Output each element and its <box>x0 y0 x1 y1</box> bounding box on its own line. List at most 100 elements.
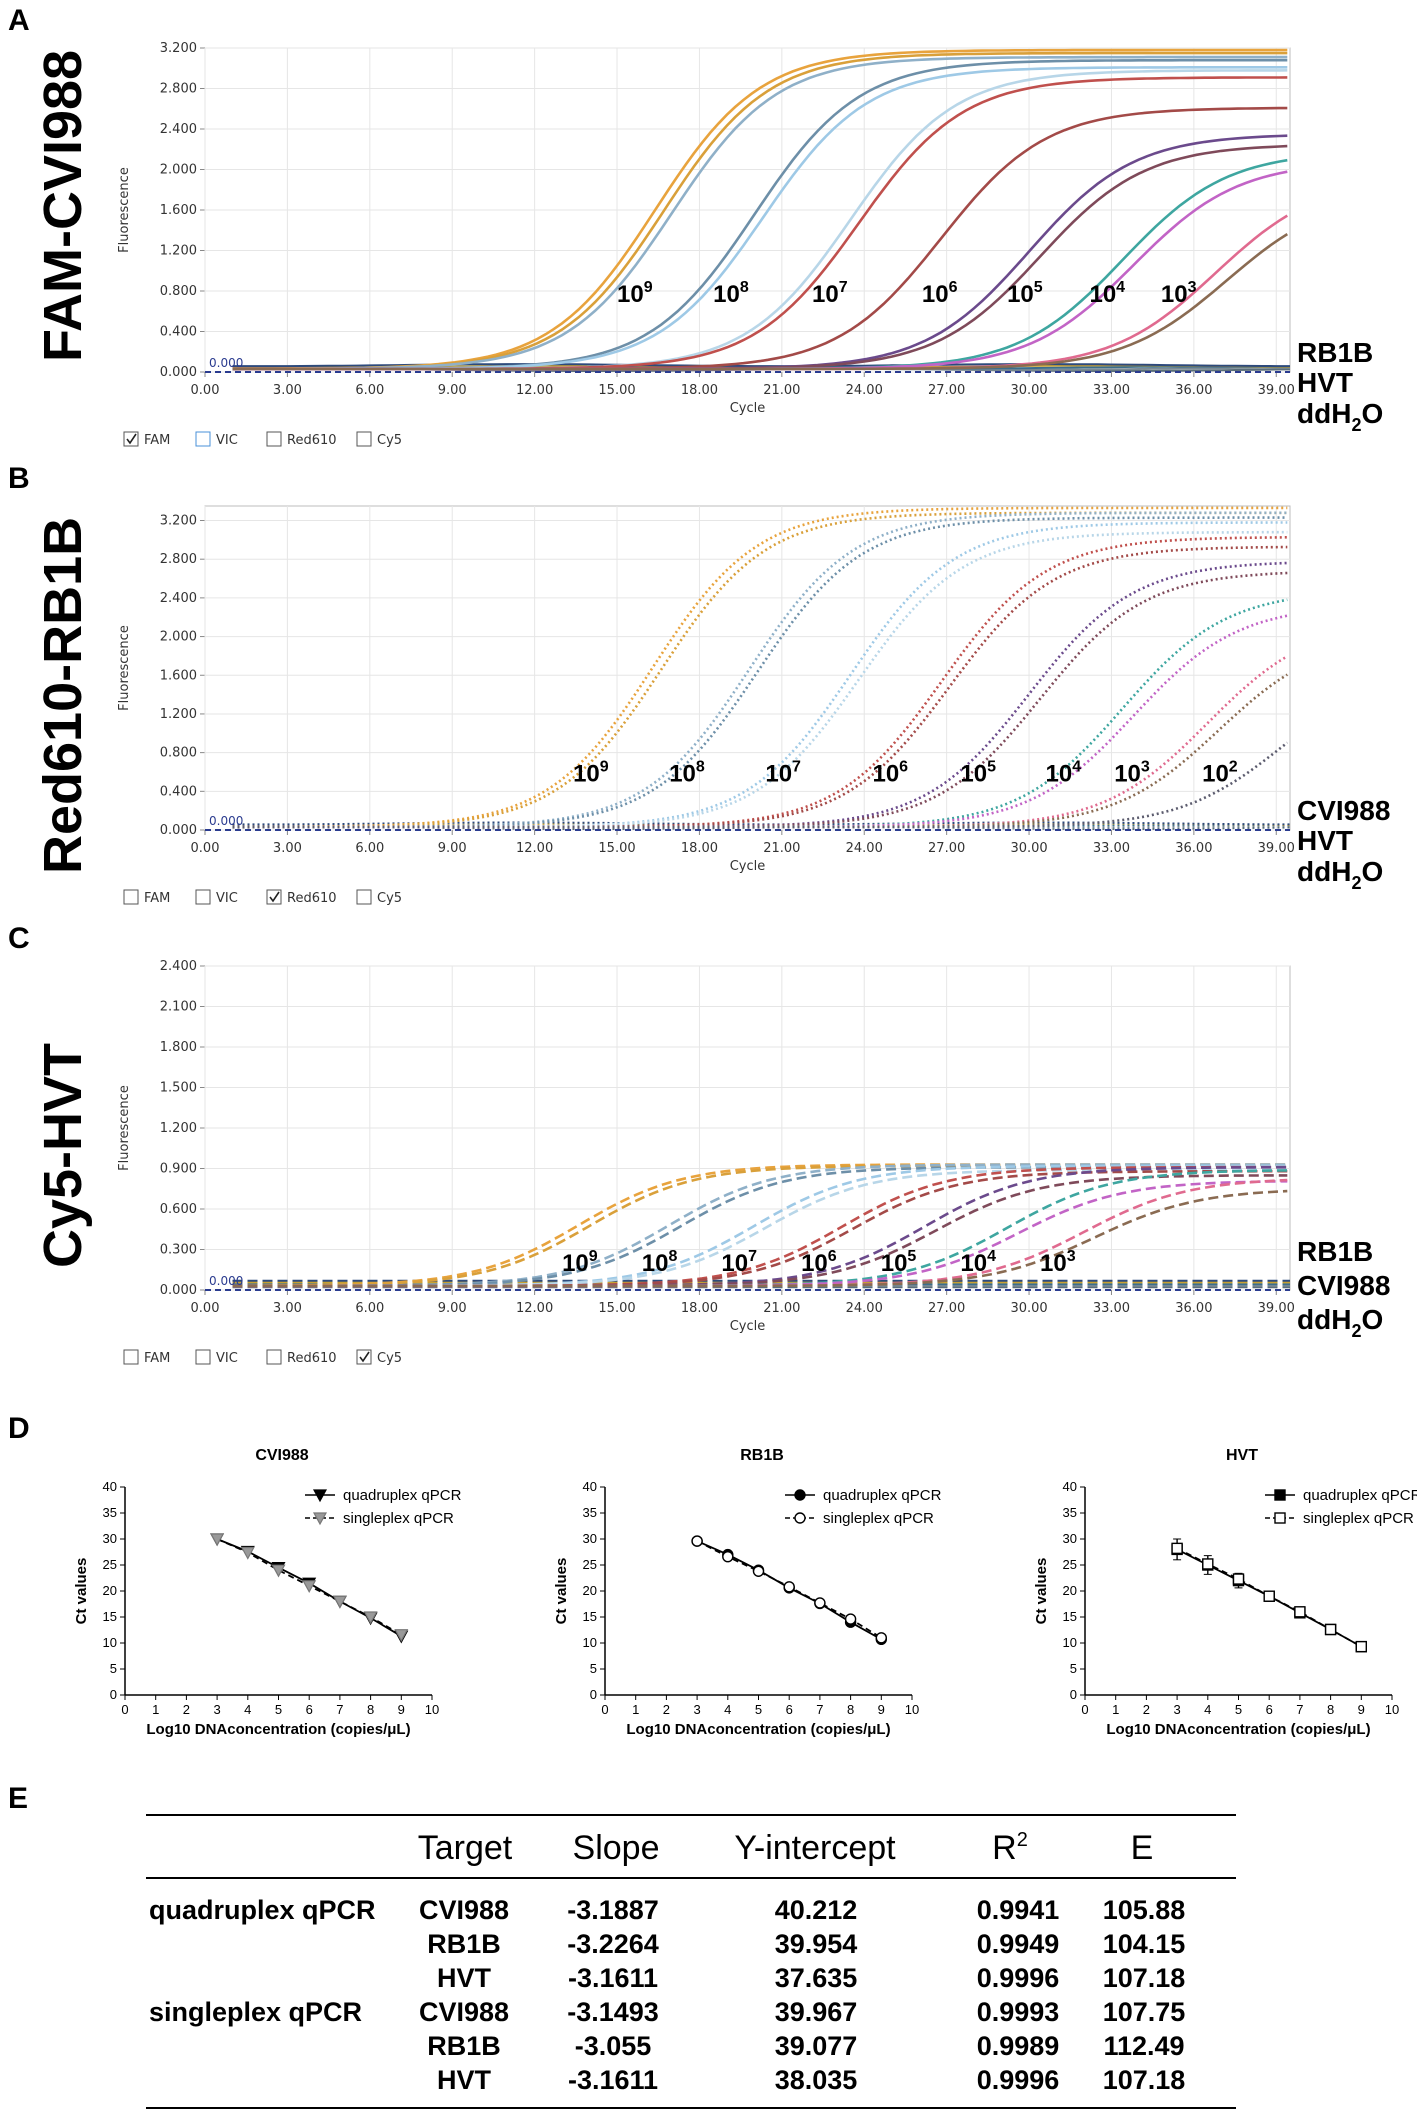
conc-base: 10 <box>1040 1250 1067 1277</box>
x-tick-label: 39.00 <box>1258 841 1295 856</box>
y-tick-label: 30 <box>103 1531 117 1546</box>
y-tick-label: 2.000 <box>160 630 197 645</box>
channel-label: VIC <box>216 433 238 448</box>
y-tick-label: 2.800 <box>160 552 197 567</box>
concentration-label: 106 <box>872 759 908 788</box>
y-tick-label: 1.200 <box>160 244 197 259</box>
x-tick-label: 15.00 <box>598 1301 635 1316</box>
cell-yint: 37.635 <box>775 1963 858 1993</box>
channel-label: Cy5 <box>377 891 402 906</box>
amplification-curve <box>232 511 1288 829</box>
y-tick-label: 3.200 <box>160 41 197 56</box>
x-tick-label: 9.00 <box>438 841 467 856</box>
neg-tail: O <box>1361 856 1383 887</box>
conc-base: 10 <box>562 1250 589 1277</box>
legend-label: quadruplex qPCR <box>343 1487 462 1504</box>
x-tick-label: 6.00 <box>355 841 384 856</box>
amplification-curve <box>232 1163 1288 1288</box>
plot-area <box>204 505 1291 831</box>
x-tick-label: 36.00 <box>1175 1301 1212 1316</box>
x-tick-label: 7 <box>336 1702 343 1717</box>
data-point <box>363 1611 378 1625</box>
cell-r2: 0.9989 <box>977 2031 1060 2061</box>
x-tick-label: 27.00 <box>928 1301 965 1316</box>
x-tick-label: 12.00 <box>516 383 553 398</box>
x-tick-label: 15.00 <box>598 383 635 398</box>
neg-base: CVI988 <box>1297 1270 1390 1301</box>
y-tick-label: 5 <box>110 1661 117 1676</box>
channel-checkbox-fam <box>123 1349 139 1365</box>
cell-slope: -3.1611 <box>568 1963 658 1993</box>
conc-base: 10 <box>801 1250 828 1277</box>
conc-exponent: 5 <box>907 1248 916 1265</box>
x-tick-label: 30.00 <box>1010 1301 1047 1316</box>
channel-label: Red610 <box>287 891 337 906</box>
negative-sample-label: HVT <box>1297 367 1353 398</box>
y-tick-label: 1.600 <box>160 203 197 218</box>
conc-base: 10 <box>721 1250 748 1277</box>
x-tick-label: 3 <box>213 1702 220 1717</box>
column-header-target: Target <box>418 1829 513 1867</box>
data-point <box>240 1546 255 1560</box>
x-tick-label: 8 <box>847 1702 854 1717</box>
amplification-curve <box>232 1174 1288 1288</box>
concentration-label: 108 <box>713 279 749 308</box>
x-tick-label: 39.00 <box>1258 1301 1295 1316</box>
conc-base: 10 <box>713 281 740 308</box>
y-tick-label: 1.200 <box>160 1121 197 1136</box>
data-point <box>875 1632 887 1644</box>
y-tick-label: 0.800 <box>160 746 197 761</box>
cell-yint: 39.967 <box>775 1997 858 2027</box>
y-tick-label: 20 <box>1063 1583 1077 1598</box>
y-axis-title: Ct values <box>1033 1558 1050 1625</box>
cell-e: 105.88 <box>1103 1895 1186 1925</box>
legend-label: quadruplex qPCR <box>823 1487 942 1504</box>
neg-base: HVT <box>1297 367 1353 398</box>
conc-base: 10 <box>1161 281 1188 308</box>
data-point <box>1263 1590 1275 1602</box>
neg-base: RB1B <box>1297 337 1373 368</box>
y-tick-label: 3.200 <box>160 514 197 529</box>
x-tick-label: 4 <box>724 1702 731 1717</box>
y-tick-label: 2.400 <box>160 959 197 974</box>
neg-base: ddH <box>1297 398 1351 429</box>
x-tick-label: 12.00 <box>516 1301 553 1316</box>
x-tick-label: 3.00 <box>273 383 302 398</box>
cell-target: CVI988 <box>419 1997 509 2027</box>
column-header-e: E <box>1131 1829 1154 1867</box>
y-tick-label: 15 <box>583 1609 597 1624</box>
channel-label: Red610 <box>287 433 337 448</box>
x-axis-title: Log10 DNAconcentration (copies/μL) <box>1106 1721 1370 1738</box>
y-tick-label: 25 <box>103 1557 117 1572</box>
conc-exponent: 9 <box>600 759 609 776</box>
amplification-curve <box>232 55 1288 371</box>
y-tick-label: 2.400 <box>160 122 197 137</box>
cell-target: RB1B <box>427 2031 501 2061</box>
channel-checkbox-cy5 <box>356 431 372 447</box>
x-tick-label: 24.00 <box>846 841 883 856</box>
concentration-label: 109 <box>562 1248 598 1277</box>
concentration-label: 104 <box>960 1248 996 1277</box>
x-tick-label: 0.00 <box>191 383 220 398</box>
conc-exponent: 6 <box>828 1248 837 1265</box>
y-tick-label: 10 <box>1063 1635 1077 1650</box>
cell-target: CVI988 <box>419 1895 509 1925</box>
cell-yint: 40.212 <box>775 1895 858 1925</box>
data-point <box>1274 1512 1286 1524</box>
panel-label-a: A <box>8 4 30 37</box>
x-tick-label: 10 <box>905 1702 919 1717</box>
y-tick-label: 1.800 <box>160 1040 197 1055</box>
channel-label: Red610 <box>287 1351 337 1366</box>
x-tick-label: 6 <box>1266 1702 1273 1717</box>
data-point <box>794 1512 806 1524</box>
conc-base: 10 <box>1046 761 1073 788</box>
x-tick-label: 8 <box>367 1702 374 1717</box>
x-tick-label: 5 <box>755 1702 762 1717</box>
x-tick-label: 21.00 <box>763 383 800 398</box>
legend-label: singleplex qPCR <box>343 1510 454 1527</box>
concentration-label: 105 <box>960 759 996 788</box>
y-tick-label: 40 <box>1063 1479 1077 1494</box>
x-tick-label: 3.00 <box>273 841 302 856</box>
concentration-label: 109 <box>617 279 653 308</box>
channel-checkbox-fam <box>123 889 139 905</box>
